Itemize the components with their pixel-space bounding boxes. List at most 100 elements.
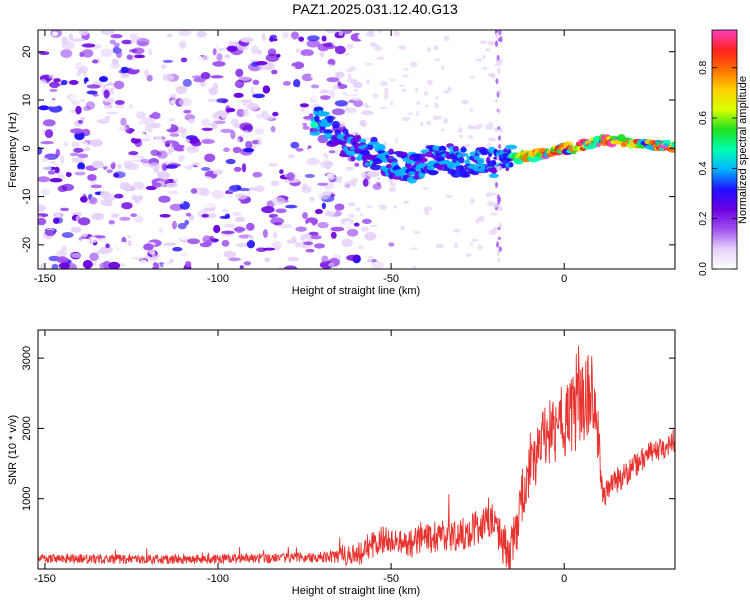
heatmap-cell <box>393 30 401 37</box>
heatmap-cell <box>68 80 79 85</box>
heatmap-cell <box>174 256 183 262</box>
heatmap-cell <box>77 120 84 124</box>
heatmap-cell <box>151 250 156 259</box>
heatmap-cell <box>419 157 428 163</box>
bottom-y-tick-label: 3000 <box>21 346 33 370</box>
heatmap-cell <box>184 163 194 172</box>
heatmap-cell <box>75 105 82 115</box>
heatmap-cell <box>321 35 327 42</box>
heatmap-cell <box>38 105 50 111</box>
heatmap-cell <box>407 112 414 115</box>
heatmap-cell <box>272 81 279 89</box>
heatmap-cell <box>468 134 474 140</box>
heatmap-cell <box>441 64 445 71</box>
heatmap-cell <box>271 40 279 46</box>
heatmap-cell <box>223 193 236 199</box>
heatmap-cell <box>375 178 385 183</box>
heatmap-cell <box>51 263 59 269</box>
heatmap-cell <box>443 90 449 94</box>
heatmap-cell <box>402 68 409 71</box>
heatmap-cell <box>61 232 74 238</box>
heatmap-cell <box>255 247 267 253</box>
heatmap-cell <box>52 31 58 37</box>
heatmap-cell <box>427 170 439 175</box>
heatmap-cell <box>401 88 407 92</box>
heatmap-cell <box>237 187 250 192</box>
heatmap-cell <box>326 115 334 124</box>
heatmap-cell <box>221 99 228 104</box>
heatmap-cell <box>348 202 356 207</box>
colorbar-tick-label: 0.8 <box>698 60 709 74</box>
heatmap-cell <box>496 166 500 171</box>
heatmap-cell <box>257 49 262 55</box>
heatmap-cell <box>273 231 278 239</box>
heatmap-cell <box>191 35 198 40</box>
heatmap-cell <box>508 161 514 168</box>
heatmap-cell <box>435 96 439 100</box>
heatmap-cell <box>206 213 217 219</box>
heatmap-cell <box>44 229 56 237</box>
heatmap-cell <box>69 152 80 157</box>
heatmap-cell <box>353 222 360 227</box>
heatmap-cell <box>216 53 223 62</box>
heatmap-cell <box>211 121 218 130</box>
heatmap-cell <box>76 201 84 210</box>
heatmap-cell <box>388 242 395 247</box>
heatmap-cell <box>376 56 385 60</box>
heatmap-cell <box>285 204 298 209</box>
heatmap-cell <box>255 260 266 265</box>
heatmap-cell <box>284 265 298 269</box>
heatmap-cell <box>280 74 291 81</box>
heatmap-cell <box>290 141 300 149</box>
heatmap-cell <box>81 43 96 48</box>
heatmap-cell <box>479 219 484 222</box>
heatmap-cell <box>70 128 84 134</box>
heatmap-cell <box>350 79 358 85</box>
heatmap-cell <box>117 241 129 251</box>
heatmap-cell <box>96 119 110 124</box>
heatmap-cell <box>345 52 350 56</box>
heatmap-cell <box>186 137 200 144</box>
heatmap-cell <box>38 65 43 71</box>
heatmap-cell <box>460 146 467 153</box>
heatmap-cell <box>252 87 264 93</box>
heatmap-cell <box>350 155 356 162</box>
heatmap-cell <box>177 222 187 230</box>
heatmap-cell <box>398 45 407 50</box>
heatmap-cell <box>116 50 123 58</box>
heatmap-cell <box>378 204 387 208</box>
heatmap-cell <box>302 122 308 127</box>
heatmap-cell <box>58 262 70 269</box>
top-y-tick-label: -20 <box>21 237 33 253</box>
heatmap-cell <box>446 161 458 169</box>
heatmap-cell <box>338 234 345 239</box>
heatmap-cell <box>185 261 192 268</box>
heatmap-cell <box>285 179 298 184</box>
heatmap-cell <box>316 185 321 189</box>
heatmap-cell <box>42 166 52 171</box>
heatmap-cell <box>55 93 61 98</box>
heatmap-cell <box>350 177 358 184</box>
heatmap-cell <box>331 190 346 195</box>
heatmap-cell <box>234 216 246 222</box>
heatmap-cell <box>54 212 62 219</box>
heatmap-cell <box>234 226 244 234</box>
heatmap-cell <box>221 239 230 247</box>
heatmap-cell <box>157 104 163 108</box>
heatmap-cell <box>89 139 103 147</box>
heatmap-cell <box>496 155 500 162</box>
heatmap-cell <box>243 108 249 117</box>
heatmap-cell <box>77 162 85 171</box>
heatmap-cell <box>497 227 501 230</box>
heatmap-cell <box>384 87 389 94</box>
heatmap-cell <box>248 190 260 195</box>
heatmap-cell <box>49 192 56 198</box>
heatmap-cell <box>346 43 354 50</box>
heatmap-cell <box>306 157 320 166</box>
heatmap-cell <box>232 56 245 65</box>
heatmap-cell <box>485 192 492 198</box>
heatmap-cell <box>235 238 249 243</box>
heatmap-cell <box>421 153 426 159</box>
bottom-x-axis-label: Height of straight line (km) <box>292 585 420 597</box>
heatmap-cell <box>235 65 243 70</box>
